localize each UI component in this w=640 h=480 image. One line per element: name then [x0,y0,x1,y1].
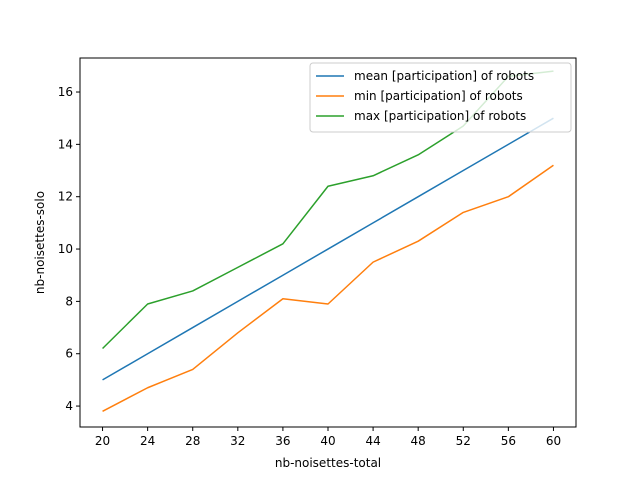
y-axis: 4 6 8 10 12 14 16 [58,85,80,413]
y-tick-label: 14 [58,137,73,151]
x-tick-label: 36 [275,434,290,448]
x-tick-label: 60 [546,434,561,448]
x-axis-label: nb-noisettes-total [275,456,381,470]
y-tick-label: 16 [58,85,73,99]
x-axis: 20 24 28 32 36 40 44 48 52 56 60 [95,427,561,448]
legend-entry: max [participation] of robots [354,109,526,123]
x-tick-label: 32 [230,434,245,448]
x-tick-label: 20 [95,434,110,448]
series-line-1 [102,117,554,381]
x-tick-label: 48 [411,434,426,448]
y-tick-label: 8 [65,294,73,308]
x-tick-label: 28 [185,434,200,448]
x-tick-label: 56 [501,434,516,448]
series-line-2 [102,164,554,412]
legend: mean [participation] of robots min [parti… [309,62,572,133]
legend-entry: min [participation] of robots [354,89,523,103]
y-axis-label: nb-noisettes-solo [33,191,47,294]
x-tick-label: 40 [320,434,335,448]
y-tick-label: 6 [65,347,73,361]
x-tick-label: 44 [365,434,380,448]
y-tick-label: 10 [58,242,73,256]
x-tick-label: 52 [456,434,471,448]
legend-box [309,62,572,133]
legend-entry: mean [participation] of robots [354,69,534,83]
y-tick-label: 4 [65,399,73,413]
x-tick-label: 24 [140,434,155,448]
y-tick-label: 12 [58,190,73,204]
